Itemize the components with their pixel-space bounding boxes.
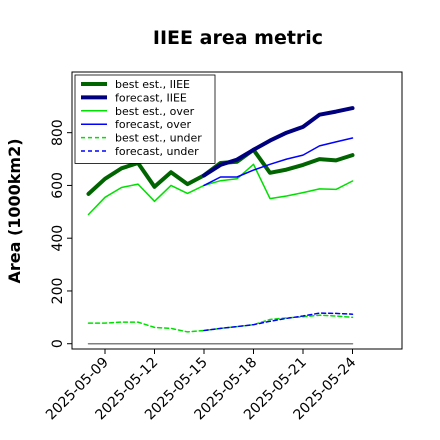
legend-label: best est., IIEE <box>115 78 190 91</box>
series-line-3 <box>203 137 354 187</box>
legend-box <box>74 74 216 164</box>
y-tick-label: 0 <box>50 339 66 348</box>
y-tick-label: 800 <box>50 119 66 146</box>
legend-label: forecast, under <box>115 145 199 158</box>
legend-label: forecast, IIEE <box>115 91 187 104</box>
y-tick-label: 400 <box>50 225 66 252</box>
plot-area <box>71 71 403 350</box>
legend-label: best est., under <box>115 132 202 145</box>
y-axis: 0 200 400 600 800 <box>50 119 72 348</box>
legend-label: best est., over <box>115 105 195 118</box>
y-axis-label: Area (1000km2) <box>5 138 24 283</box>
series-line-4 <box>87 314 354 333</box>
y-tick-label: 600 <box>50 172 66 199</box>
series-line-1 <box>202 106 355 178</box>
series-layer <box>86 106 355 345</box>
chart-title: IIEE area metric <box>153 27 323 49</box>
series-line-5 <box>203 312 354 332</box>
series-line-2 <box>87 163 354 216</box>
legend-label: forecast, over <box>115 118 191 131</box>
y-tick-label: 200 <box>50 278 66 305</box>
x-axis: 2025-05-092025-05-122025-05-152025-05-18… <box>43 349 359 423</box>
